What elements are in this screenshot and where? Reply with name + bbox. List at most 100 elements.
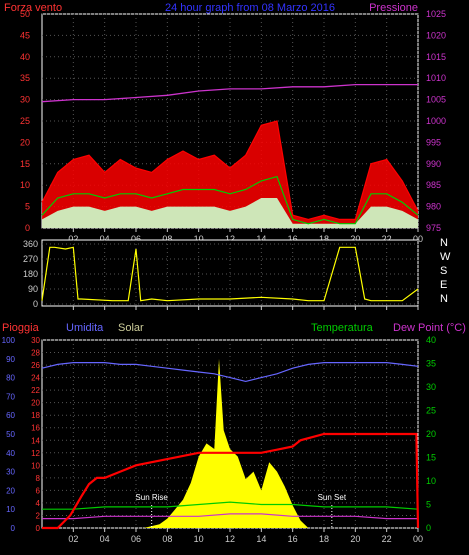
- temp-ytick-label: 20: [426, 429, 436, 439]
- humidity-ytick-label: 100: [2, 336, 16, 345]
- direction-ytick-label: 270: [23, 254, 38, 264]
- pressure-ytick-label: 1010: [426, 73, 446, 83]
- rain-label: Pioggia: [2, 322, 40, 334]
- solar-area: [143, 358, 309, 528]
- dew-point-line: [42, 513, 418, 520]
- humidity-ytick-label: 90: [6, 355, 15, 364]
- temp-ytick-label: 15: [426, 453, 436, 463]
- sunset-label: Sun Set: [318, 493, 347, 502]
- direction-ytick-label: 360: [23, 239, 38, 249]
- rain-ytick-label: 24: [31, 374, 40, 383]
- temp-ytick-label: 30: [426, 382, 436, 392]
- humidity-ytick-label: 0: [11, 524, 16, 533]
- temp-ytick-label: 40: [426, 335, 436, 345]
- weather-xtick-label: 20: [350, 534, 360, 544]
- wind-panel: 0510152025303540455097598098599099510001…: [20, 9, 446, 244]
- temp-ytick-label: 25: [426, 406, 436, 416]
- pressure-ytick-label: 990: [426, 159, 441, 169]
- pressure-ytick-label: 1000: [426, 116, 446, 126]
- wind-xtick-label: 04: [100, 234, 110, 244]
- solar-label: Solar: [118, 322, 144, 334]
- wind-xtick-label: 22: [382, 234, 392, 244]
- wind-xtick-label: 06: [131, 234, 141, 244]
- weather-xtick-label: 14: [256, 534, 266, 544]
- rain-ytick-label: 20: [31, 399, 40, 408]
- temp-ytick-label: 5: [426, 500, 431, 510]
- gust-line: [41, 120, 419, 221]
- wind-left-label: Forza vento: [4, 2, 62, 14]
- sunrise-label: Sun Rise: [135, 493, 168, 502]
- rain-ytick-label: 6: [36, 486, 41, 495]
- rain-ytick-label: 16: [31, 424, 40, 433]
- pressure-line: [41, 83, 418, 103]
- humidity-ytick-label: 30: [6, 468, 15, 477]
- gust-area: [42, 121, 418, 228]
- humidity-ytick-label: 10: [6, 505, 15, 514]
- wind-right-label: Pressione: [369, 2, 418, 14]
- humidity-ytick-label: 20: [6, 486, 15, 495]
- rain-ytick-label: 8: [36, 474, 41, 483]
- wind-ytick-label: 30: [20, 95, 30, 105]
- rain-ytick-label: 12: [31, 449, 40, 458]
- weather-xtick-label: 18: [319, 534, 329, 544]
- weather-xtick-label: 02: [68, 534, 78, 544]
- dew-point-label: Dew Point (°C): [393, 322, 466, 334]
- rain-ytick-label: 26: [31, 361, 40, 370]
- pressure-ytick-label: 1020: [426, 30, 446, 40]
- pressure-ytick-label: 980: [426, 202, 441, 212]
- rain-line: [42, 432, 420, 530]
- rain-ytick-label: 28: [31, 349, 40, 358]
- humidity-ytick-label: 50: [6, 430, 15, 439]
- direction-ytick-label: 90: [28, 284, 38, 294]
- weather-xtick-label: 10: [194, 534, 204, 544]
- direction-ytick-label: 0: [33, 299, 38, 309]
- direction-line: [41, 246, 419, 302]
- pressure-ytick-label: 985: [426, 180, 441, 190]
- compass-label: S: [440, 265, 447, 277]
- temp-ytick-label: 10: [426, 476, 436, 486]
- rain-ytick-label: 4: [36, 499, 41, 508]
- pressure-ytick-label: 1015: [426, 52, 446, 62]
- pressure-ytick-label: 975: [426, 223, 441, 233]
- pressure-ytick-label: 995: [426, 137, 441, 147]
- pressure-ytick-label: 1005: [426, 95, 446, 105]
- weather-xtick-label: 16: [288, 534, 298, 544]
- wind-xtick-label: 12: [225, 234, 235, 244]
- humidity-ytick-label: 80: [6, 374, 15, 383]
- humidity-ytick-label: 40: [6, 449, 15, 458]
- weather-xtick-label: 00: [413, 534, 423, 544]
- humidity-ytick-label: 60: [6, 411, 15, 420]
- wind-ytick-label: 0: [25, 223, 30, 233]
- wind-ytick-label: 50: [20, 9, 30, 19]
- wind-xtick-label: 02: [68, 234, 78, 244]
- wind-ytick-label: 40: [20, 52, 30, 62]
- wind-xtick-label: 08: [162, 234, 172, 244]
- chart-title: 24 hour graph from 08 Marzo 2016: [165, 2, 335, 14]
- rain-ytick-label: 0: [36, 524, 41, 533]
- weather-xtick-label: 04: [100, 534, 110, 544]
- weather-xtick-label: 06: [131, 534, 141, 544]
- wind-ytick-label: 35: [20, 73, 30, 83]
- rain-ytick-label: 10: [31, 461, 40, 470]
- weather-xtick-label: 08: [162, 534, 172, 544]
- temperature-label: Temperatura: [311, 322, 374, 334]
- speed-line: [41, 175, 419, 225]
- temp-ytick-label: 35: [426, 359, 436, 369]
- wind-xtick-label: 20: [350, 234, 360, 244]
- weather-xtick-label: 22: [382, 534, 392, 544]
- wind-ytick-label: 15: [20, 159, 30, 169]
- compass-label: W: [440, 251, 451, 263]
- rain-ytick-label: 2: [36, 511, 41, 520]
- wind-xtick-label: 00: [413, 234, 423, 244]
- wind-ytick-label: 25: [20, 116, 30, 126]
- humidity-line: [41, 362, 419, 383]
- wind-xtick-label: 10: [194, 234, 204, 244]
- compass-label: E: [440, 279, 447, 291]
- wind-ytick-label: 10: [20, 180, 30, 190]
- direction-ytick-label: 180: [23, 269, 38, 279]
- rain-ytick-label: 14: [31, 436, 40, 445]
- compass-label: N: [440, 237, 448, 249]
- pressure-ytick-label: 1025: [426, 9, 446, 19]
